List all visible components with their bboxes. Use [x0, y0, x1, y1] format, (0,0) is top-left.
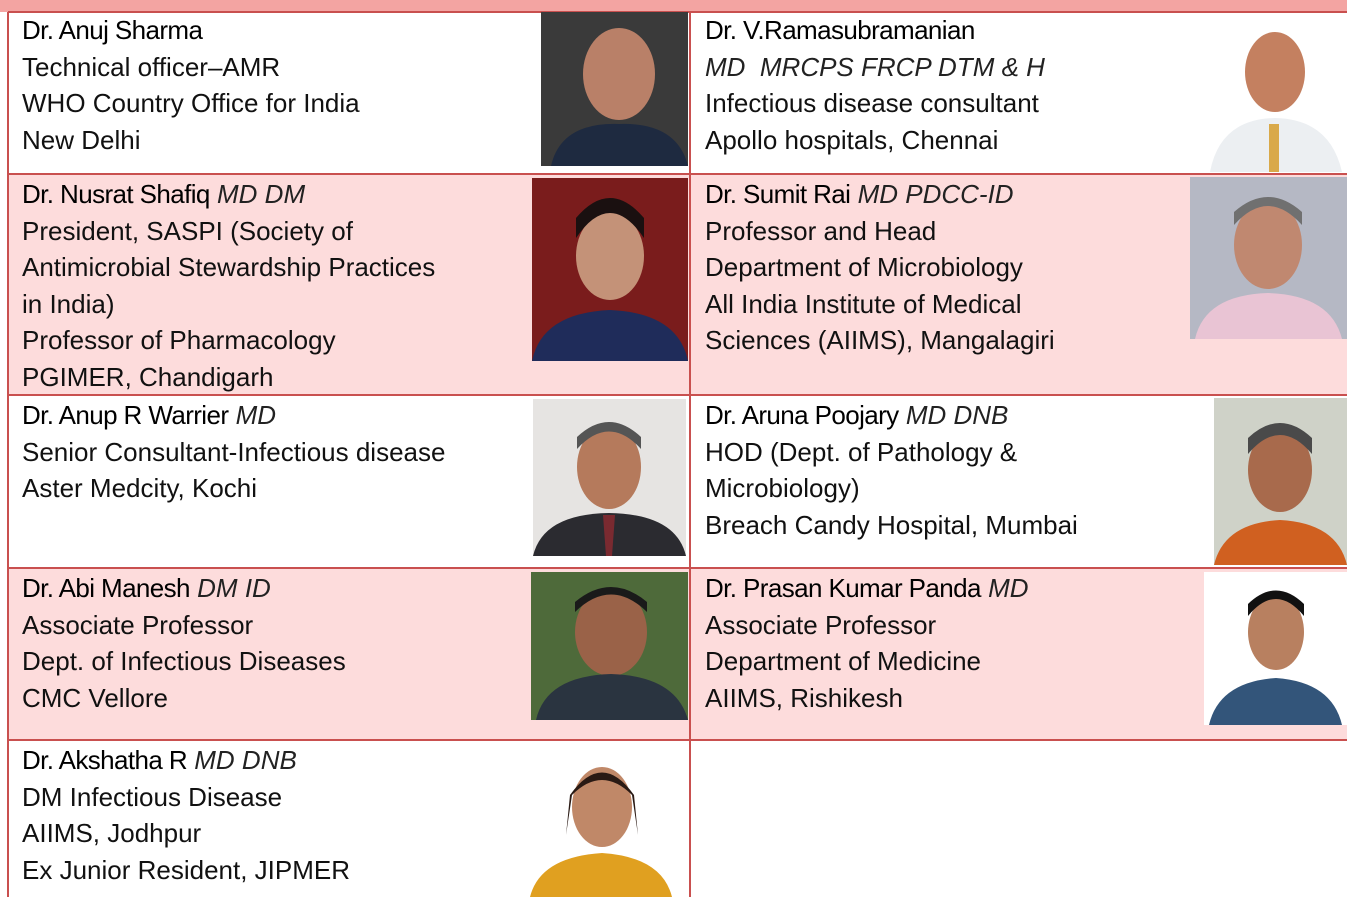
- speaker-heading: Dr. Abi Manesh DM ID: [22, 570, 346, 607]
- line: Associate Professor: [22, 609, 254, 640]
- photo: [1190, 177, 1347, 339]
- speaker: Dr. Anuj Sharma Technical officer–AMR WH…: [22, 12, 360, 158]
- line: CMC Vellore: [22, 682, 168, 713]
- qualifications: MD: [988, 573, 1029, 603]
- photo: [531, 572, 688, 720]
- speaker-heading: Dr. Sumit Rai MD PDCC-ID: [705, 176, 1055, 213]
- border: [8, 567, 1347, 569]
- photo: [541, 12, 688, 166]
- line: Sciences (AIIMS), Mangalagiri: [705, 325, 1055, 355]
- line: New Delhi: [22, 124, 141, 155]
- speaker-name: Dr. V.Ramasubramanian: [705, 15, 975, 45]
- line: Aster Medcity, Kochi: [22, 473, 258, 503]
- qualifications: MD DNB: [905, 400, 1009, 430]
- line: AIIMS, Jodhpur: [22, 818, 202, 848]
- line: PGIMER, Chandigarh: [22, 361, 274, 392]
- photo: [520, 745, 681, 897]
- speaker: Dr. Nusrat Shafiq MD DM President, SASPI …: [22, 176, 435, 395]
- border: [8, 394, 1347, 396]
- speaker: Dr. Aruna Poojary MD DNB HOD (Dept. of Pa…: [705, 397, 1078, 543]
- speaker-heading: Dr. Prasan Kumar Panda MD: [705, 570, 1029, 607]
- border: [689, 12, 691, 897]
- border: [8, 739, 1347, 741]
- line: Apollo hospitals, Chennai: [705, 124, 999, 155]
- speaker: Dr. Abi Manesh DM ID Associate Professor D…: [22, 570, 346, 716]
- speaker-name: Dr. Prasan Kumar Panda: [705, 573, 981, 603]
- qualifications: MD DNB: [194, 745, 297, 775]
- qualifications: MD DM: [217, 179, 306, 209]
- speaker: Dr. Akshatha R MD DNB DM Infectious Disea…: [22, 742, 350, 888]
- line: President, SASPI (Society of: [22, 215, 353, 246]
- line: AIIMS, Rishikesh: [705, 682, 903, 713]
- photo: [533, 399, 686, 556]
- photo: [1205, 14, 1347, 172]
- qualifications: MD MRCPS FRCP DTM & H: [705, 51, 1045, 82]
- speaker: Dr. V.Ramasubramanian MD MRCPS FRCP DTM …: [705, 12, 1045, 158]
- line: HOD (Dept. of Pathology &: [705, 436, 1018, 467]
- photo: [1214, 398, 1347, 565]
- speaker-heading: Dr. Nusrat Shafiq MD DM: [22, 176, 435, 213]
- line: Infectious disease consultant: [705, 88, 1039, 118]
- speaker-name: Dr. Sumit Rai: [705, 179, 851, 209]
- speaker-name: Dr. Anuj Sharma: [22, 15, 203, 45]
- line: Professor of Pharmacology: [22, 325, 336, 355]
- speaker-name: Dr. Abi Manesh: [22, 573, 191, 603]
- photo: [1204, 572, 1347, 725]
- line: Technical officer–AMR: [22, 51, 281, 82]
- line: Associate Professor: [705, 609, 937, 640]
- line: Dept. of Infectious Diseases: [22, 646, 346, 676]
- line: Professor and Head: [705, 215, 937, 246]
- line: WHO Country Office for India: [22, 88, 360, 118]
- speaker: Dr. Sumit Rai MD PDCC-ID Professor and He…: [705, 176, 1055, 359]
- line: Department of Microbiology: [705, 252, 1023, 282]
- line: in India): [22, 288, 115, 319]
- qualifications: MD PDCC-ID: [857, 179, 1014, 209]
- speaker-name: Dr. Nusrat Shafiq: [22, 179, 210, 209]
- speaker-name: Dr. Anup R Warrier: [22, 400, 229, 430]
- line: All India Institute of Medical: [705, 288, 1022, 319]
- qualifications: DM ID: [197, 573, 271, 603]
- line: Department of Medicine: [705, 646, 982, 676]
- speaker: Dr. Prasan Kumar Panda MD Associate Profe…: [705, 570, 1029, 716]
- line: Antimicrobial Stewardship Practices: [22, 252, 436, 282]
- photo: [532, 178, 688, 361]
- line: DM Infectious Disease: [22, 781, 283, 812]
- line: Ex Junior Resident, JIPMER: [22, 854, 351, 885]
- line: Microbiology): [705, 473, 860, 503]
- speaker-heading: Dr. Anup R Warrier MD: [22, 397, 445, 434]
- speaker-heading: Dr. Aruna Poojary MD DNB: [705, 397, 1078, 434]
- border: [7, 12, 9, 897]
- header-band: [0, 0, 1347, 12]
- speaker-name: Dr. Akshatha R: [22, 745, 188, 775]
- speaker-name: Dr. Aruna Poojary: [705, 400, 899, 430]
- qualifications: MD: [235, 400, 277, 430]
- border: [8, 173, 1347, 175]
- speaker-heading: Dr. Akshatha R MD DNB: [22, 742, 350, 779]
- line: Senior Consultant-Infectious disease: [22, 436, 446, 467]
- speaker: Dr. Anup R Warrier MD Senior Consultant-I…: [22, 397, 445, 507]
- line: Breach Candy Hospital, Mumbai: [705, 509, 1078, 540]
